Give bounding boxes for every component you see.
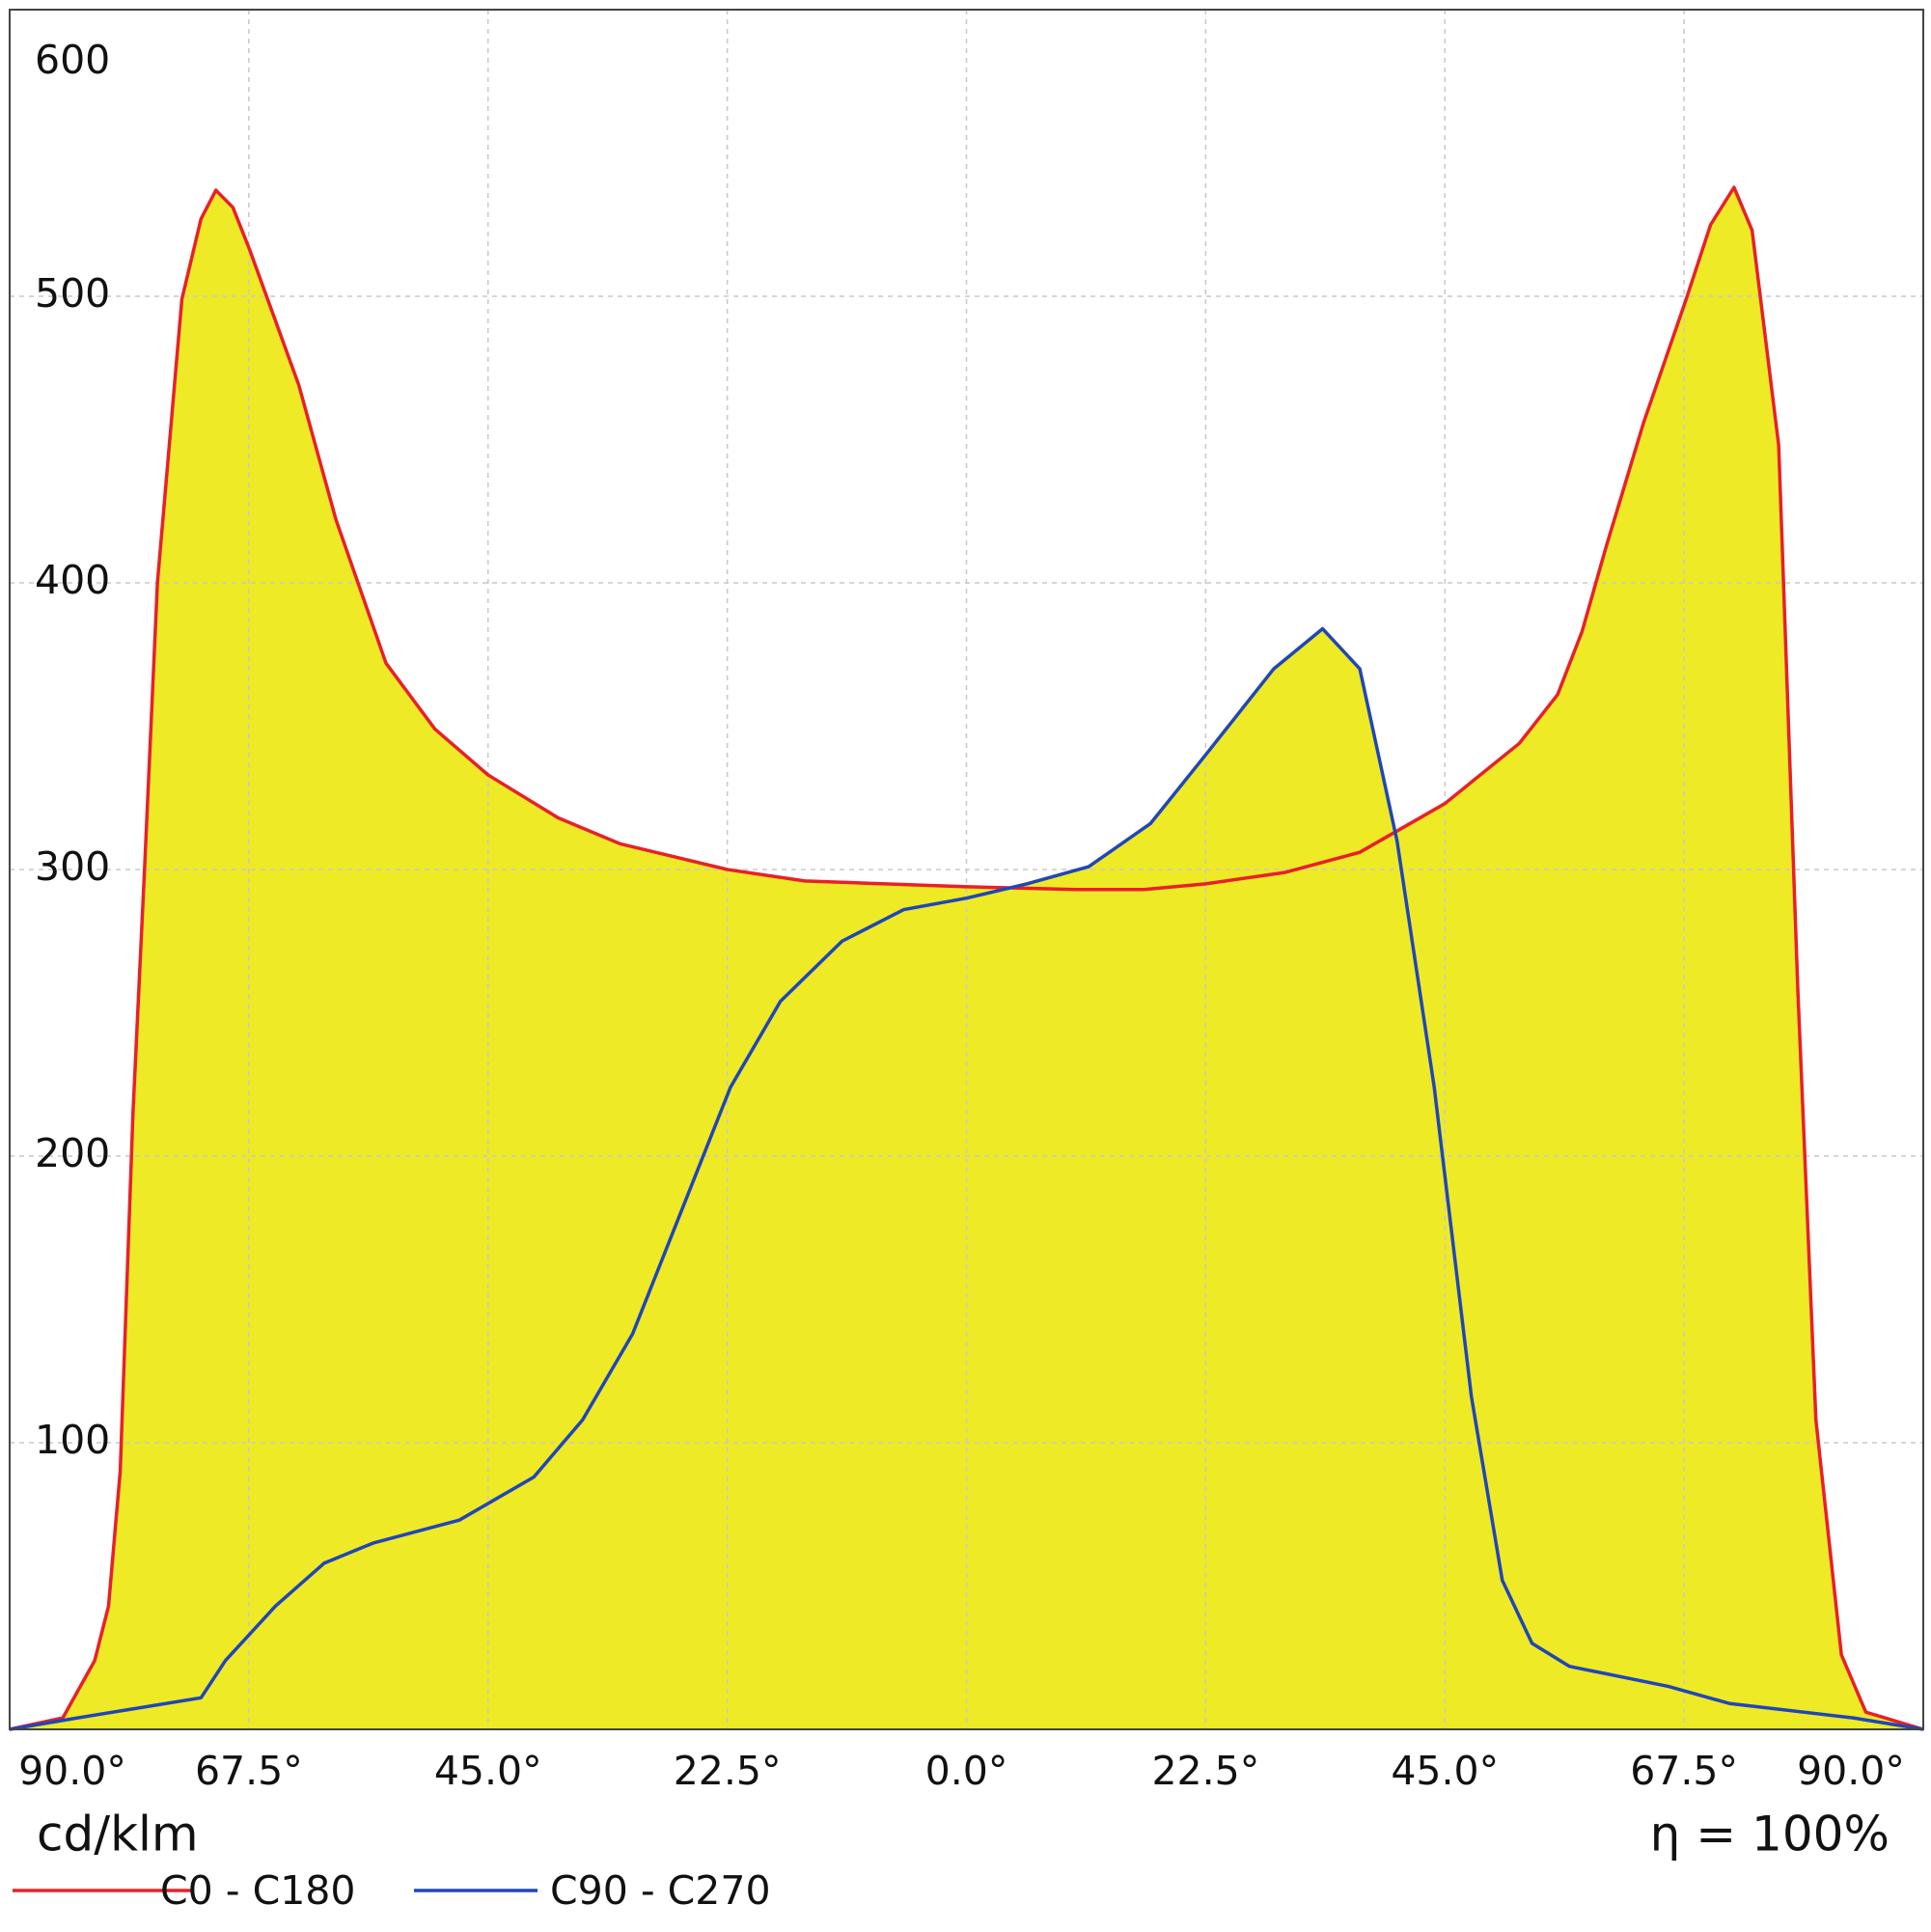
x-tick-label: 90.0°: [18, 1748, 126, 1794]
y-tick-label: 500: [35, 270, 110, 317]
x-tick-label: 22.5°: [1151, 1748, 1259, 1794]
legend-label: C90 - C270: [550, 1867, 771, 1914]
y-axis-label: cd/klm: [37, 1807, 199, 1863]
x-tick-label: 45.0°: [1391, 1748, 1499, 1794]
plot-frame: [9, 9, 1924, 1730]
y-tick-label: 100: [35, 1417, 110, 1463]
x-tick-label: 22.5°: [674, 1748, 782, 1794]
x-tick-label: 0.0°: [925, 1748, 1008, 1794]
x-tick-label: 67.5°: [1630, 1748, 1738, 1794]
y-tick-label: 600: [35, 37, 110, 83]
x-tick-label: 67.5°: [195, 1748, 303, 1794]
x-tick-label: 90.0°: [1797, 1748, 1905, 1794]
series-line: [9, 626, 1924, 1731]
legend-label: C0 - C180: [160, 1867, 355, 1914]
y-tick-label: 200: [35, 1130, 110, 1176]
series-line: [9, 185, 1924, 1731]
annotation: η = 100%: [1650, 1807, 1890, 1863]
y-tick-label: 400: [35, 557, 110, 603]
x-tick-label: 45.0°: [434, 1748, 542, 1794]
y-tick-label: 300: [35, 843, 110, 890]
